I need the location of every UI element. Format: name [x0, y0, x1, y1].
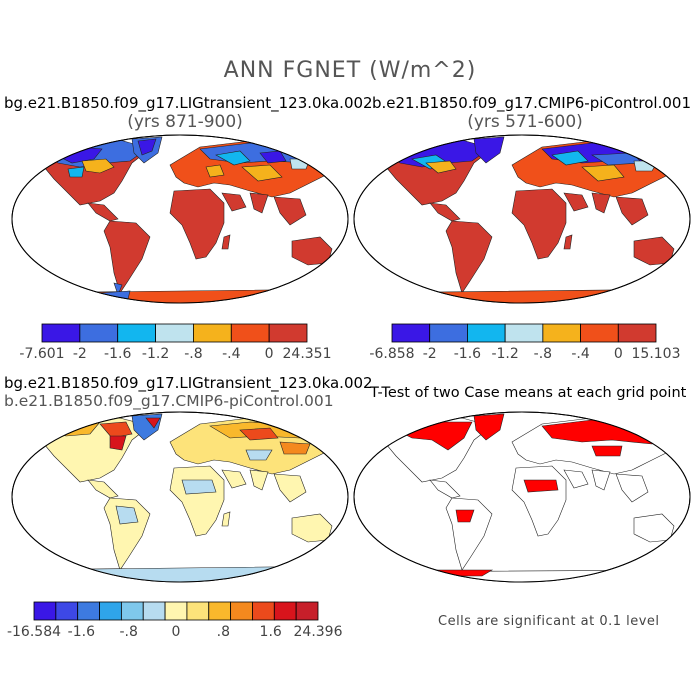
south-america-land: [103, 497, 151, 571]
colorbar-label: -16.584: [7, 624, 61, 640]
colorbar-label: 24.396: [294, 624, 343, 640]
figure-title: ANN FGNET (W/m^2): [223, 58, 477, 83]
colorbar-swatch: [230, 323, 270, 343]
colorbar-swatch: [391, 323, 431, 343]
colorbar-swatch: [504, 323, 544, 343]
colorbar-swatch: [617, 323, 657, 343]
colorbar-swatch: [186, 601, 210, 621]
colorbar-label: -1.6: [104, 346, 131, 362]
significance-note: Cells are significant at 0.1 level: [438, 614, 660, 629]
colorbar-label: -.8: [119, 624, 137, 640]
colorbar-swatch: [120, 601, 144, 621]
colorbar-label: -.8: [184, 346, 202, 362]
colorbar-label: 15.103: [632, 346, 681, 362]
colorbar-swatch: [33, 601, 57, 621]
map-top-right: [353, 134, 691, 304]
colorbar-label: -.4: [222, 346, 241, 362]
colorbar-swatch: [429, 323, 468, 343]
map-top-left: [11, 134, 349, 304]
colorbar-label: 0: [172, 624, 181, 640]
south-america-land: [445, 220, 493, 294]
panel-title-bottom-left: bg.e21.B1850.f09_g17.LIGtransient_123.0k…: [4, 374, 373, 392]
colorbar-swatch: [193, 323, 232, 343]
panel-title-top-right: b.e21.B1850.f09_g17.CMIP6-piControl.001: [372, 94, 691, 112]
africa-land: [511, 188, 567, 260]
colorbar-swatch: [208, 601, 232, 621]
colorbar-swatch: [77, 601, 100, 621]
colorbar-label: -6.858: [369, 346, 414, 362]
colorbar-swatch: [164, 601, 188, 621]
central-america-land: [429, 202, 461, 222]
colorbar-swatch: [41, 323, 81, 343]
colorbar-swatch: [142, 601, 166, 621]
colorbar-label: -.8: [534, 346, 552, 362]
panel-subtitle-top-left: (yrs 871-900): [127, 112, 243, 132]
greenland-land: [473, 413, 505, 441]
colorbar-label: 1.6: [260, 624, 282, 640]
colorbar-label: 24.351: [283, 346, 332, 362]
colorbar-top-left: -7.601 -2 -1.6 -1.2 -.8 -.4 0 24.351: [19, 323, 332, 362]
colorbar-bottom-left: -16.584 -1.6 -.8 0 .8 1.6 24.396: [7, 601, 343, 640]
colorbar-swatch: [580, 323, 619, 343]
map-bottom-left: [11, 411, 349, 583]
colorbar-swatch: [273, 601, 297, 621]
colorbar-swatch: [99, 601, 122, 621]
colorbar-label: -.4: [571, 346, 590, 362]
colorbar-label: .8: [217, 624, 230, 640]
colorbar-top-right: -6.858 -2 -1.6 -1.2 -.8 -.4 0 15.103: [369, 323, 681, 362]
colorbar-label: 0: [614, 346, 623, 362]
greenland-land: [473, 136, 505, 164]
colorbar-label: -1.2: [142, 346, 169, 362]
colorbar-swatch: [55, 601, 79, 621]
colorbar-swatch: [117, 323, 156, 343]
colorbar-swatch: [252, 601, 275, 621]
colorbar-swatch: [268, 323, 308, 343]
colorbar-swatch: [295, 601, 319, 621]
colorbar-label: -1.6: [68, 624, 95, 640]
colorbar-label: -1.6: [454, 346, 481, 362]
colorbar-swatch: [230, 601, 253, 621]
colorbar-swatch: [155, 323, 194, 343]
colorbar-swatch: [467, 323, 506, 343]
panel-subtitle-bottom-left: b.e21.B1850.f09_g17.CMIP6-piControl.001: [4, 392, 334, 410]
colorbar-label: -2: [423, 346, 437, 362]
colorbar-swatch: [79, 323, 119, 343]
antarctica-land: [12, 565, 348, 582]
panel-title-bottom-right: T-Test of two Case means at each grid po…: [370, 385, 687, 401]
colorbar-label: -2: [73, 346, 87, 362]
central-america-land: [87, 202, 119, 222]
south-america-land: [103, 220, 151, 294]
central-america-land: [429, 479, 461, 499]
map-bottom-right: [353, 411, 691, 583]
colorbar-swatch: [542, 323, 581, 343]
colorbar-label: -7.601: [19, 346, 64, 362]
central-america-land: [87, 479, 119, 499]
colorbar-label: 0: [265, 346, 274, 362]
africa-land: [169, 188, 225, 260]
panel-title-top-left: bg.e21.B1850.f09_g17.LIGtransient_123.0k…: [4, 94, 373, 112]
colorbar-label: -1.2: [491, 346, 518, 362]
panel-subtitle-top-right: (yrs 571-600): [467, 112, 583, 132]
